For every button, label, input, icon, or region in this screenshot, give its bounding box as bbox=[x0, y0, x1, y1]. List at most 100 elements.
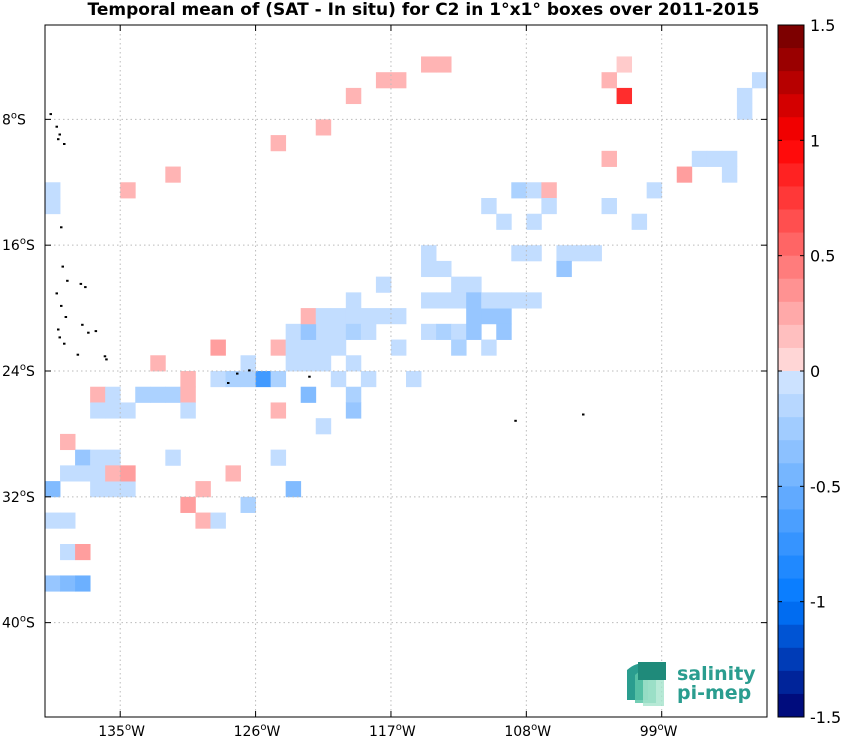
colorbar-level bbox=[778, 417, 804, 441]
grid-cell bbox=[270, 339, 287, 356]
grid-cell bbox=[451, 339, 467, 356]
grid-cell bbox=[210, 371, 226, 388]
colorbar-level bbox=[778, 486, 804, 510]
island-dot bbox=[60, 226, 63, 229]
colorbar-level bbox=[778, 232, 804, 257]
grid-cell bbox=[285, 481, 302, 498]
map-cells bbox=[45, 56, 768, 592]
y-axis: 8oS 16oS 24oS 32oS 40oS bbox=[2, 110, 767, 632]
logo-waves-icon bbox=[627, 662, 666, 706]
colorbar-level bbox=[778, 371, 804, 395]
grid-cell bbox=[300, 323, 317, 340]
colorbar-tick-label: -1.5 bbox=[810, 708, 841, 727]
colorbar-level bbox=[778, 186, 804, 210]
grid-cell bbox=[90, 386, 106, 403]
grid-cell bbox=[421, 245, 437, 262]
grid-cell bbox=[556, 260, 572, 278]
logo-line2: pi-mep bbox=[677, 682, 751, 704]
colorbar-level bbox=[778, 670, 804, 695]
grid-cell bbox=[60, 433, 76, 451]
island-dot bbox=[49, 113, 52, 116]
grid-cell bbox=[255, 371, 272, 388]
colorbar-level bbox=[778, 324, 804, 349]
grid-cell bbox=[180, 371, 196, 388]
grid-cell bbox=[210, 339, 226, 356]
colorbar-tick-label: -1 bbox=[810, 593, 826, 612]
grid-cell bbox=[345, 87, 362, 105]
grid-cell bbox=[120, 481, 136, 498]
island-dot bbox=[61, 265, 64, 268]
grid-cell bbox=[75, 544, 91, 561]
grid-cell bbox=[451, 323, 467, 340]
colorbar-level bbox=[778, 601, 804, 626]
colorbar-level bbox=[778, 509, 804, 533]
colorbar-level bbox=[778, 624, 804, 649]
grid-cell bbox=[481, 339, 497, 356]
colorbar-level bbox=[778, 117, 804, 141]
grid-cell bbox=[736, 103, 753, 120]
grid-cell bbox=[195, 481, 211, 498]
colorbar-level bbox=[778, 394, 804, 418]
grid-cell bbox=[526, 182, 542, 199]
island-dot bbox=[57, 138, 60, 141]
grid-cell bbox=[375, 72, 392, 89]
island-dot bbox=[76, 353, 80, 356]
colorbar-level bbox=[778, 578, 804, 603]
grid-cell bbox=[270, 402, 287, 419]
island-dot bbox=[63, 342, 66, 345]
grid-cell bbox=[270, 135, 287, 152]
x-tick-label: 126oW bbox=[234, 722, 281, 740]
island-dot bbox=[582, 413, 585, 416]
colorbar-level bbox=[778, 463, 804, 487]
grid-cell bbox=[300, 355, 317, 372]
grid-cell bbox=[691, 150, 708, 167]
colorbar-tick-label: 0 bbox=[810, 362, 820, 381]
grid-cell bbox=[120, 465, 136, 482]
grid-cell bbox=[601, 150, 617, 167]
grid-cell bbox=[601, 72, 617, 89]
colorbar-level bbox=[778, 440, 804, 464]
grid-cell bbox=[165, 386, 181, 403]
island-dot bbox=[55, 125, 58, 128]
y-tick-label: 24oS bbox=[2, 362, 35, 380]
y-tick-label: 32oS bbox=[2, 488, 35, 506]
grid-cell bbox=[481, 198, 497, 215]
grid-cell bbox=[436, 56, 452, 73]
grid-cell bbox=[300, 339, 317, 356]
islands bbox=[49, 113, 585, 422]
grid-cell bbox=[421, 260, 437, 278]
island-dot bbox=[55, 292, 58, 295]
grid-cell bbox=[496, 292, 512, 309]
grid-cell bbox=[511, 292, 527, 309]
grid-cell bbox=[751, 72, 768, 89]
grid-cell bbox=[526, 245, 542, 262]
grid-cell bbox=[375, 308, 392, 325]
grid-cell bbox=[240, 355, 256, 372]
colorbar-level bbox=[778, 647, 804, 672]
grid-cell bbox=[60, 575, 76, 592]
colorbar-level bbox=[778, 255, 804, 280]
grid-cell bbox=[270, 449, 287, 466]
grid-cell bbox=[496, 213, 512, 230]
grid-cell bbox=[496, 323, 512, 340]
x-tick-label: 117oW bbox=[369, 722, 416, 740]
grid-cell bbox=[105, 386, 121, 403]
grid-cell bbox=[90, 465, 106, 482]
island-dot bbox=[248, 369, 251, 372]
grid-cell bbox=[60, 465, 76, 482]
island-dot bbox=[57, 328, 60, 331]
colorbar-level bbox=[778, 209, 804, 233]
island-dot bbox=[308, 375, 311, 378]
grid-cell bbox=[451, 292, 467, 309]
y-tick-label: 40oS bbox=[2, 614, 35, 632]
island-dot bbox=[58, 133, 61, 136]
grid-cell bbox=[526, 213, 542, 230]
colorbar-tick-label: 1 bbox=[810, 131, 820, 150]
island-dot bbox=[227, 382, 230, 384]
grid-cell bbox=[511, 245, 527, 262]
grid-cell bbox=[150, 386, 166, 403]
colorbar-level bbox=[778, 693, 804, 718]
grid-cell bbox=[225, 371, 241, 388]
grid-cell bbox=[165, 449, 181, 466]
grid-cell bbox=[571, 245, 587, 262]
